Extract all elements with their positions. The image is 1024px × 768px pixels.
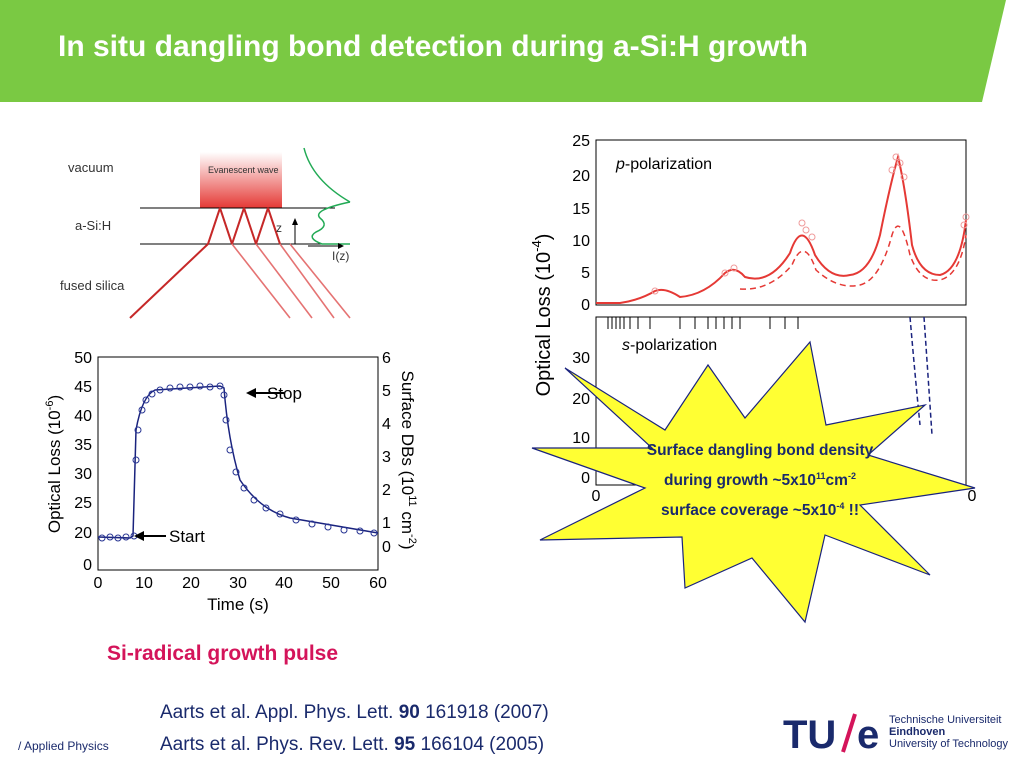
callout-line-1: Surface dangling bond density: [646, 442, 874, 459]
right-polarization-chart: 25 20 15 10 5 0 30 20 10 0 Optical Loss …: [529, 133, 977, 505]
header-banner: [0, 0, 1006, 102]
y-tick-label: 50: [74, 350, 92, 367]
top-y-tick-label: 25: [572, 133, 590, 150]
x-tick-label: 0: [94, 575, 103, 592]
label-evanescent-wave: Evanescent wave: [208, 165, 279, 175]
x-tick-label: 20: [182, 575, 200, 592]
y2-tick-label: 2: [382, 482, 391, 499]
y2-tick-label: 6: [382, 350, 391, 367]
reference-2: Aarts et al. Phys. Rev. Lett. 95 166104 …: [160, 734, 545, 755]
y-tick-label: 45: [74, 379, 92, 396]
y-tick-label: 35: [74, 437, 92, 454]
y-tick-label: 0: [83, 557, 92, 574]
right-x-tick-label: 0: [968, 488, 977, 505]
y-tick-label: 25: [74, 495, 92, 512]
callout-line-3: surface coverage ~5x10-4 !!: [660, 501, 859, 520]
y2-tick-label: 0: [382, 539, 391, 556]
label-vacuum: vacuum: [68, 160, 114, 175]
department-label: / Applied Physics: [18, 739, 109, 753]
label-iz: I(z): [332, 249, 349, 263]
annotation-start: Start: [169, 527, 205, 546]
y2-tick-label: 3: [382, 449, 391, 466]
x-tick-label: 10: [135, 575, 153, 592]
left-optical-loss-chart: 50 45 40 35 30 25 20 0 6 5 4 3 2 1 0 0 1…: [44, 350, 418, 614]
svg-text:e: e: [857, 713, 879, 754]
x-tick-label: 60: [369, 575, 387, 592]
reference-1: Aarts et al. Appl. Phys. Lett. 90 161918…: [160, 702, 549, 723]
slide-title: In situ dangling bond detection during a…: [58, 30, 808, 63]
callout-star: [531, 340, 976, 624]
bottom-y-tick-label: 30: [572, 350, 590, 367]
y2-tick-label: 1: [382, 515, 391, 532]
x-axis-label: Time (s): [207, 595, 269, 614]
x-tick-label: 50: [322, 575, 340, 592]
university-name: Technische Universiteit Eindhoven Univer…: [889, 714, 1009, 750]
tue-logo-mark: TU e: [783, 713, 879, 754]
s-polarization-label: s-polarization: [622, 337, 717, 354]
x-tick-label: 30: [229, 575, 247, 592]
y-tick-label: 40: [74, 408, 92, 425]
x-tick-label: 40: [275, 575, 293, 592]
top-y-tick-label: 20: [572, 168, 590, 185]
top-y-tick-label: 0: [581, 297, 590, 314]
top-y-tick-label: 5: [581, 265, 590, 282]
y-tick-label: 30: [74, 466, 92, 483]
callout-line-2: during growth ~5x1011cm-2: [664, 471, 856, 490]
p-polarization-label: p-polarization: [615, 156, 712, 173]
callout-text: Surface dangling bond density during gro…: [600, 436, 920, 526]
annotation-stop: Stop: [267, 384, 302, 403]
y-tick-label: 20: [74, 525, 92, 542]
top-y-tick-label: 10: [572, 233, 590, 250]
svg-text:TU: TU: [783, 713, 836, 754]
y2-axis-label: Surface DBs (1011 cm-2): [398, 371, 418, 550]
y2-tick-label: 5: [382, 383, 391, 400]
top-y-tick-label: 15: [572, 201, 590, 218]
right-x-tick-label: 0: [592, 488, 601, 505]
bottom-y-tick-label: 0: [581, 470, 590, 487]
label-z: z: [276, 221, 282, 235]
bottom-y-tick-label: 20: [572, 391, 590, 408]
evanescent-wave-schematic: vacuum a-Si:H fused silica Evanescent wa…: [60, 147, 351, 319]
y2-tick-label: 4: [382, 416, 391, 433]
label-fused-silica: fused silica: [60, 278, 125, 293]
figure-caption: Si-radical growth pulse: [107, 642, 339, 665]
label-asih: a-Si:H: [75, 218, 111, 233]
y-axis-label: Optical Loss (10-6): [44, 395, 64, 533]
right-y-axis-label: Optical Loss (10-4): [529, 234, 555, 397]
bottom-y-tick-label: 10: [572, 430, 590, 447]
